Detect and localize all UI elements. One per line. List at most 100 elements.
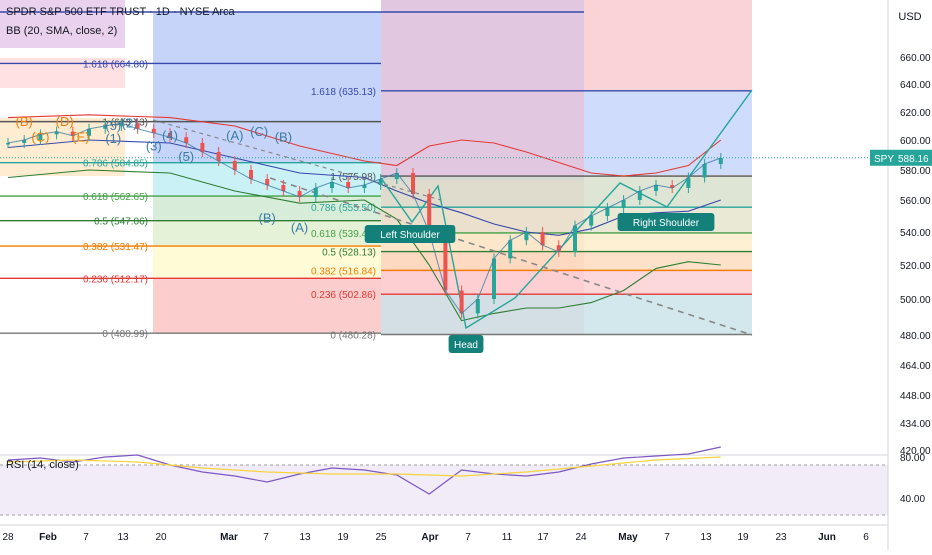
pattern-outline <box>380 89 753 330</box>
y-tick-label: 660.00 <box>900 53 931 64</box>
candle-body <box>621 200 626 208</box>
fib-right-label: 1.618 (635.13) <box>311 87 376 98</box>
candle-body <box>508 240 513 259</box>
fib-right-zone <box>381 294 752 335</box>
fib-left-zone <box>153 278 381 334</box>
fib-right-label: 0.5 (528.13) <box>322 248 376 259</box>
wave-label: (A) <box>226 128 243 143</box>
fib-left-label: 1 (613.13) <box>102 118 148 129</box>
candle-body <box>394 173 399 179</box>
y-tick-label: 480.00 <box>900 331 931 342</box>
candle-body <box>151 128 156 133</box>
candle-body <box>313 188 318 197</box>
candle-body <box>605 208 610 216</box>
x-tick-label: 24 <box>575 532 587 543</box>
zone-blue <box>153 12 381 162</box>
x-tick-label: 19 <box>737 532 749 543</box>
x-tick-label: 7 <box>263 532 269 543</box>
candle-body <box>443 232 448 291</box>
x-tick-label: 7 <box>465 532 471 543</box>
candle-body <box>135 123 140 129</box>
candle-body <box>540 232 545 246</box>
rsi-tick-label: 40.00 <box>900 494 925 505</box>
x-tick-label: 7 <box>664 532 670 543</box>
candle-body <box>70 131 75 136</box>
x-tick-label: Feb <box>39 532 57 543</box>
candle-body <box>38 134 43 140</box>
wave-label: (1) <box>105 131 121 146</box>
y-tick-label: 560.00 <box>900 196 931 207</box>
candle-body <box>427 194 432 232</box>
wave-label: (A) <box>291 220 308 235</box>
wave-label: (5) <box>178 149 194 164</box>
wave-label: (B) <box>16 114 33 129</box>
x-tick-label: May <box>618 532 638 543</box>
left-shoulder-label: Left Shoulder <box>380 230 440 241</box>
wave-label: (B) <box>275 130 292 145</box>
y-tick-label: 600.00 <box>900 136 931 147</box>
candle-body <box>330 182 334 188</box>
candle-body <box>524 232 529 241</box>
fib-left-label: 0.786 (584.85) <box>83 159 148 170</box>
fib-right-zone <box>381 270 752 295</box>
bb-indicator-label[interactable]: BB (20, SMA, close, 2) <box>6 25 118 37</box>
currency-label: USD <box>898 11 921 23</box>
wave-label: (3) <box>146 139 162 154</box>
x-tick-label: 20 <box>155 532 167 543</box>
wave-label: (4) <box>162 128 178 143</box>
x-tick-label: 7 <box>83 532 89 543</box>
bb-line <box>7 169 721 322</box>
fib-left-label: 0.236 (512.17) <box>83 274 148 285</box>
x-tick-label: Jun <box>818 532 836 543</box>
price-line <box>7 122 721 315</box>
price-axis-bg <box>888 0 932 550</box>
candle-body <box>702 164 707 178</box>
fib-right-label: 0.618 (539.42) <box>311 229 376 240</box>
wave-label: (C) <box>250 124 268 139</box>
fib-right-label: 0 (480.28) <box>330 330 376 341</box>
head-label-bg <box>448 335 484 353</box>
y-tick-label: 464.00 <box>900 361 931 372</box>
fib-left-label: 0.618 (562.65) <box>83 192 148 203</box>
candle-body <box>168 133 172 138</box>
candle-body <box>119 123 124 126</box>
y-tick-label: 520.00 <box>900 261 931 272</box>
x-tick-label: 13 <box>299 532 311 543</box>
candle-body <box>6 143 10 145</box>
zone-mauve <box>381 0 584 180</box>
wave-label: (E) <box>72 130 89 145</box>
y-tick-label: 500.00 <box>900 295 931 306</box>
x-tick-label: Mar <box>220 532 238 543</box>
y-tick-label: 620.00 <box>900 108 931 119</box>
candle-body <box>103 126 108 129</box>
fib-left-zone <box>153 220 381 247</box>
candle-body <box>232 161 237 170</box>
y-tick-label: 448.00 <box>900 391 931 402</box>
right-shoulder-label: Right Shoulder <box>633 218 700 229</box>
rsi-band <box>0 465 888 515</box>
x-tick-label: 17 <box>537 532 549 543</box>
candle-body <box>637 191 642 200</box>
candle-body <box>670 185 675 188</box>
fib-right-zone <box>381 176 752 208</box>
candle-body <box>200 143 205 152</box>
x-tick-label: 25 <box>375 532 387 543</box>
y-tick-label: 540.00 <box>900 228 931 239</box>
candle-body <box>216 152 221 161</box>
trendline-dashed-upper <box>152 119 442 201</box>
price-badge-bg <box>870 149 932 166</box>
fib-right-label: 0.382 (516.84) <box>311 266 376 277</box>
candle-body <box>265 179 270 185</box>
candle-body <box>459 290 464 314</box>
candle-body <box>411 173 415 194</box>
rsi-indicator-label[interactable]: RSI (14, close) <box>6 459 79 471</box>
candle-body <box>654 185 658 191</box>
rsi-tick-label: 80.00 <box>900 453 925 464</box>
symbol-title: SPDR S&P 500 ETF TRUST · 1D · NYSE Arca <box>6 6 235 18</box>
head-label: Head <box>454 340 478 351</box>
fib-right-label: 1 (575.98) <box>330 172 376 183</box>
wave-label: (C) <box>31 130 49 145</box>
y-tick-label: 640.00 <box>900 80 931 91</box>
